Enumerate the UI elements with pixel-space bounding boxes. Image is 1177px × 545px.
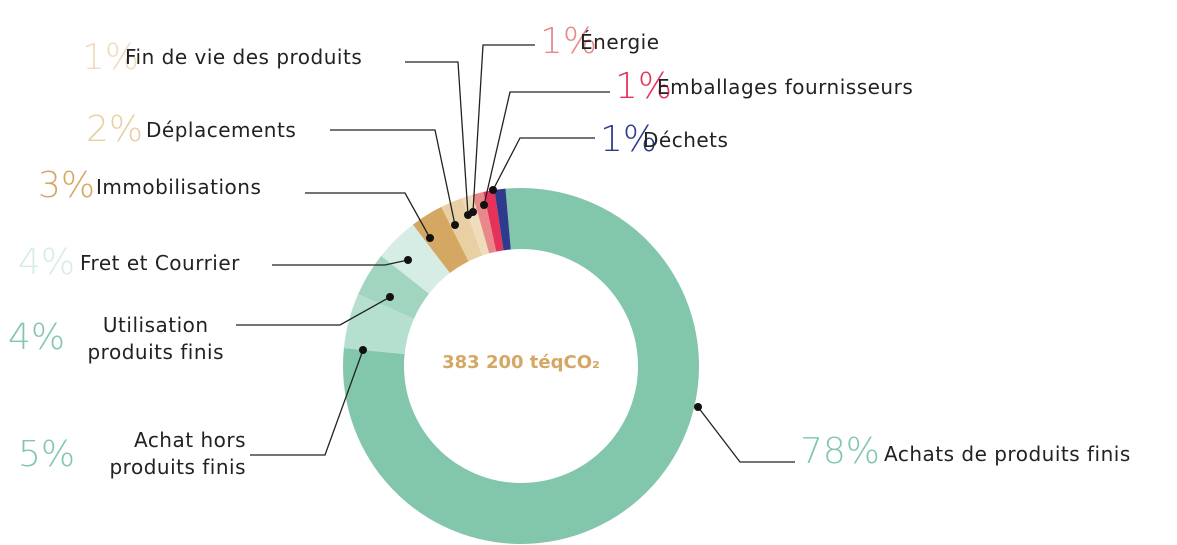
donut-slice (461, 194, 490, 256)
leader-line (330, 129, 456, 226)
value-label: 5% (18, 434, 76, 475)
donut-slice (343, 188, 699, 544)
leader-line (472, 44, 535, 213)
category-label: Immobilisations (96, 175, 262, 199)
value-label: 4% (18, 242, 76, 283)
category-label: Déchets (643, 128, 729, 152)
leader-line (250, 349, 364, 456)
leader-line (272, 259, 409, 266)
leader-dot (451, 221, 459, 229)
donut-slice (494, 188, 511, 251)
leader-line (483, 91, 610, 206)
value-label: 2% (86, 109, 144, 150)
category-label: Fin de vie des produits (125, 45, 363, 69)
center-label: 383 200 téqCO₂ (442, 352, 600, 373)
value-label: 3% (38, 165, 96, 206)
donut-slice (441, 198, 483, 262)
donut-slice (381, 224, 450, 294)
category-label: Emballages fournisseurs (657, 75, 914, 99)
donut-slice (343, 294, 414, 355)
value-label: 4% (8, 317, 66, 358)
leader-dot (489, 186, 497, 194)
leader-line (405, 61, 469, 216)
leader-dot (426, 234, 434, 242)
value-label: 1% (615, 66, 673, 107)
leader-line (697, 406, 795, 463)
value-label: 1% (82, 37, 140, 78)
category-label: Énergie (580, 30, 660, 54)
donut-slice (358, 255, 430, 319)
value-label: 78% (800, 431, 881, 472)
leader-dot (359, 346, 367, 354)
leader-dot (694, 403, 702, 411)
donut-slice (412, 206, 469, 274)
donut-slice (472, 192, 497, 254)
leader-line (492, 137, 595, 191)
category-label: Achats de produits finis (884, 442, 1131, 466)
leader-dot (469, 208, 477, 216)
category-label: Achat hors produits finis (109, 428, 246, 479)
leader-line (236, 296, 391, 326)
leader-dot (404, 256, 412, 264)
value-label: 1% (540, 21, 598, 62)
leader-dot (386, 293, 394, 301)
category-label: Fret et Courrier (80, 251, 240, 275)
category-label: Utilisation produits finis (87, 313, 224, 364)
donut-slice (483, 190, 504, 252)
value-label: 1% (600, 119, 658, 160)
leader-dot (480, 201, 488, 209)
category-label: Déplacements (146, 118, 297, 142)
leader-line (305, 192, 431, 239)
